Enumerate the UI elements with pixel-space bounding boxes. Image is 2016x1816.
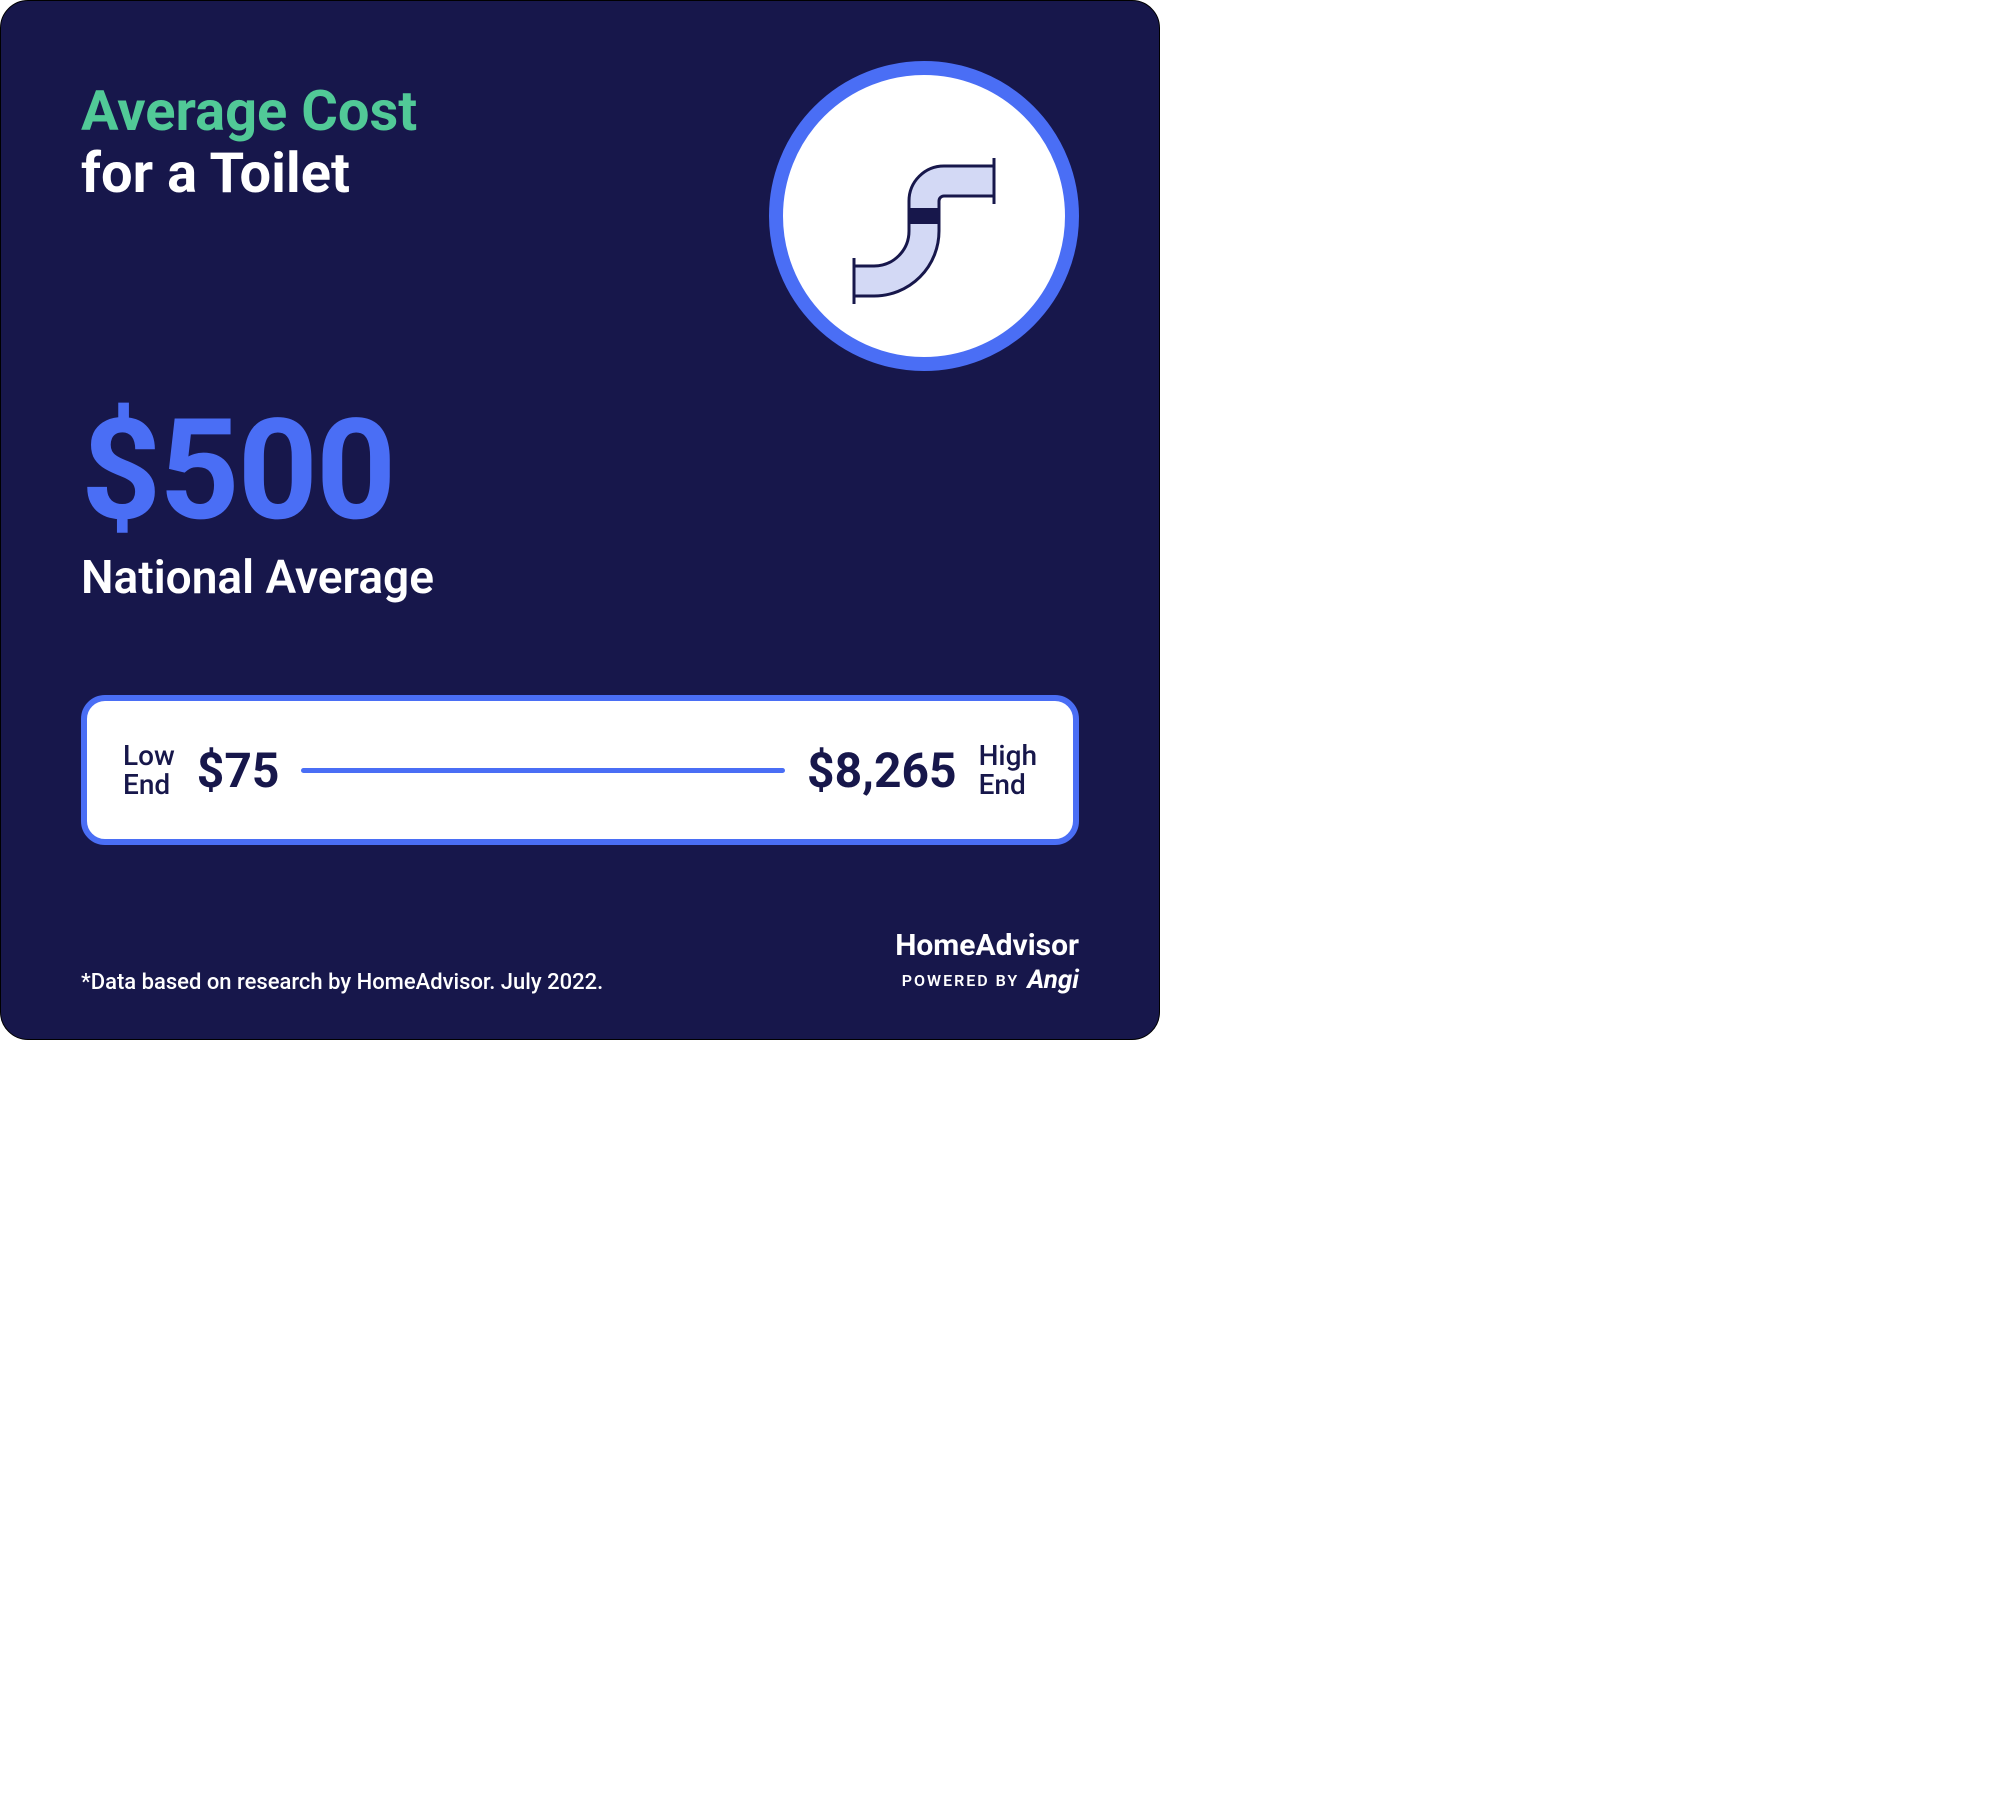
pipe-icon bbox=[769, 61, 1079, 371]
pipe-svg bbox=[834, 126, 1014, 306]
average-amount: $500 bbox=[81, 401, 1079, 541]
powered-by-text: POWERED BY bbox=[902, 971, 1020, 990]
title-line1: Average Cost bbox=[81, 81, 417, 143]
brand-subline: POWERED BY Angi bbox=[895, 965, 1079, 995]
title-block: Average Cost for a Toilet bbox=[81, 71, 417, 204]
low-end-label: Low End bbox=[123, 741, 175, 800]
high-end-value: $8,265 bbox=[807, 742, 957, 799]
cost-card: Average Cost for a Toilet $500 National … bbox=[0, 0, 1160, 1040]
low-end-value: $75 bbox=[197, 742, 280, 799]
average-label: National Average bbox=[81, 551, 1079, 605]
brand-name: HomeAdvisor bbox=[895, 928, 1079, 963]
range-line bbox=[301, 768, 785, 773]
high-end-label: High End bbox=[979, 741, 1037, 800]
footer-row: *Data based on research by HomeAdvisor. … bbox=[81, 928, 1079, 995]
range-box: Low End $75 $8,265 High End bbox=[81, 695, 1079, 845]
angi-logo-text: Angi bbox=[1027, 965, 1079, 995]
average-block: $500 National Average bbox=[81, 401, 1079, 605]
title-line2: for a Toilet bbox=[81, 143, 417, 205]
brand-block: HomeAdvisor POWERED BY Angi bbox=[895, 928, 1079, 995]
footnote: *Data based on research by HomeAdvisor. … bbox=[81, 970, 603, 995]
top-row: Average Cost for a Toilet bbox=[81, 71, 1079, 371]
